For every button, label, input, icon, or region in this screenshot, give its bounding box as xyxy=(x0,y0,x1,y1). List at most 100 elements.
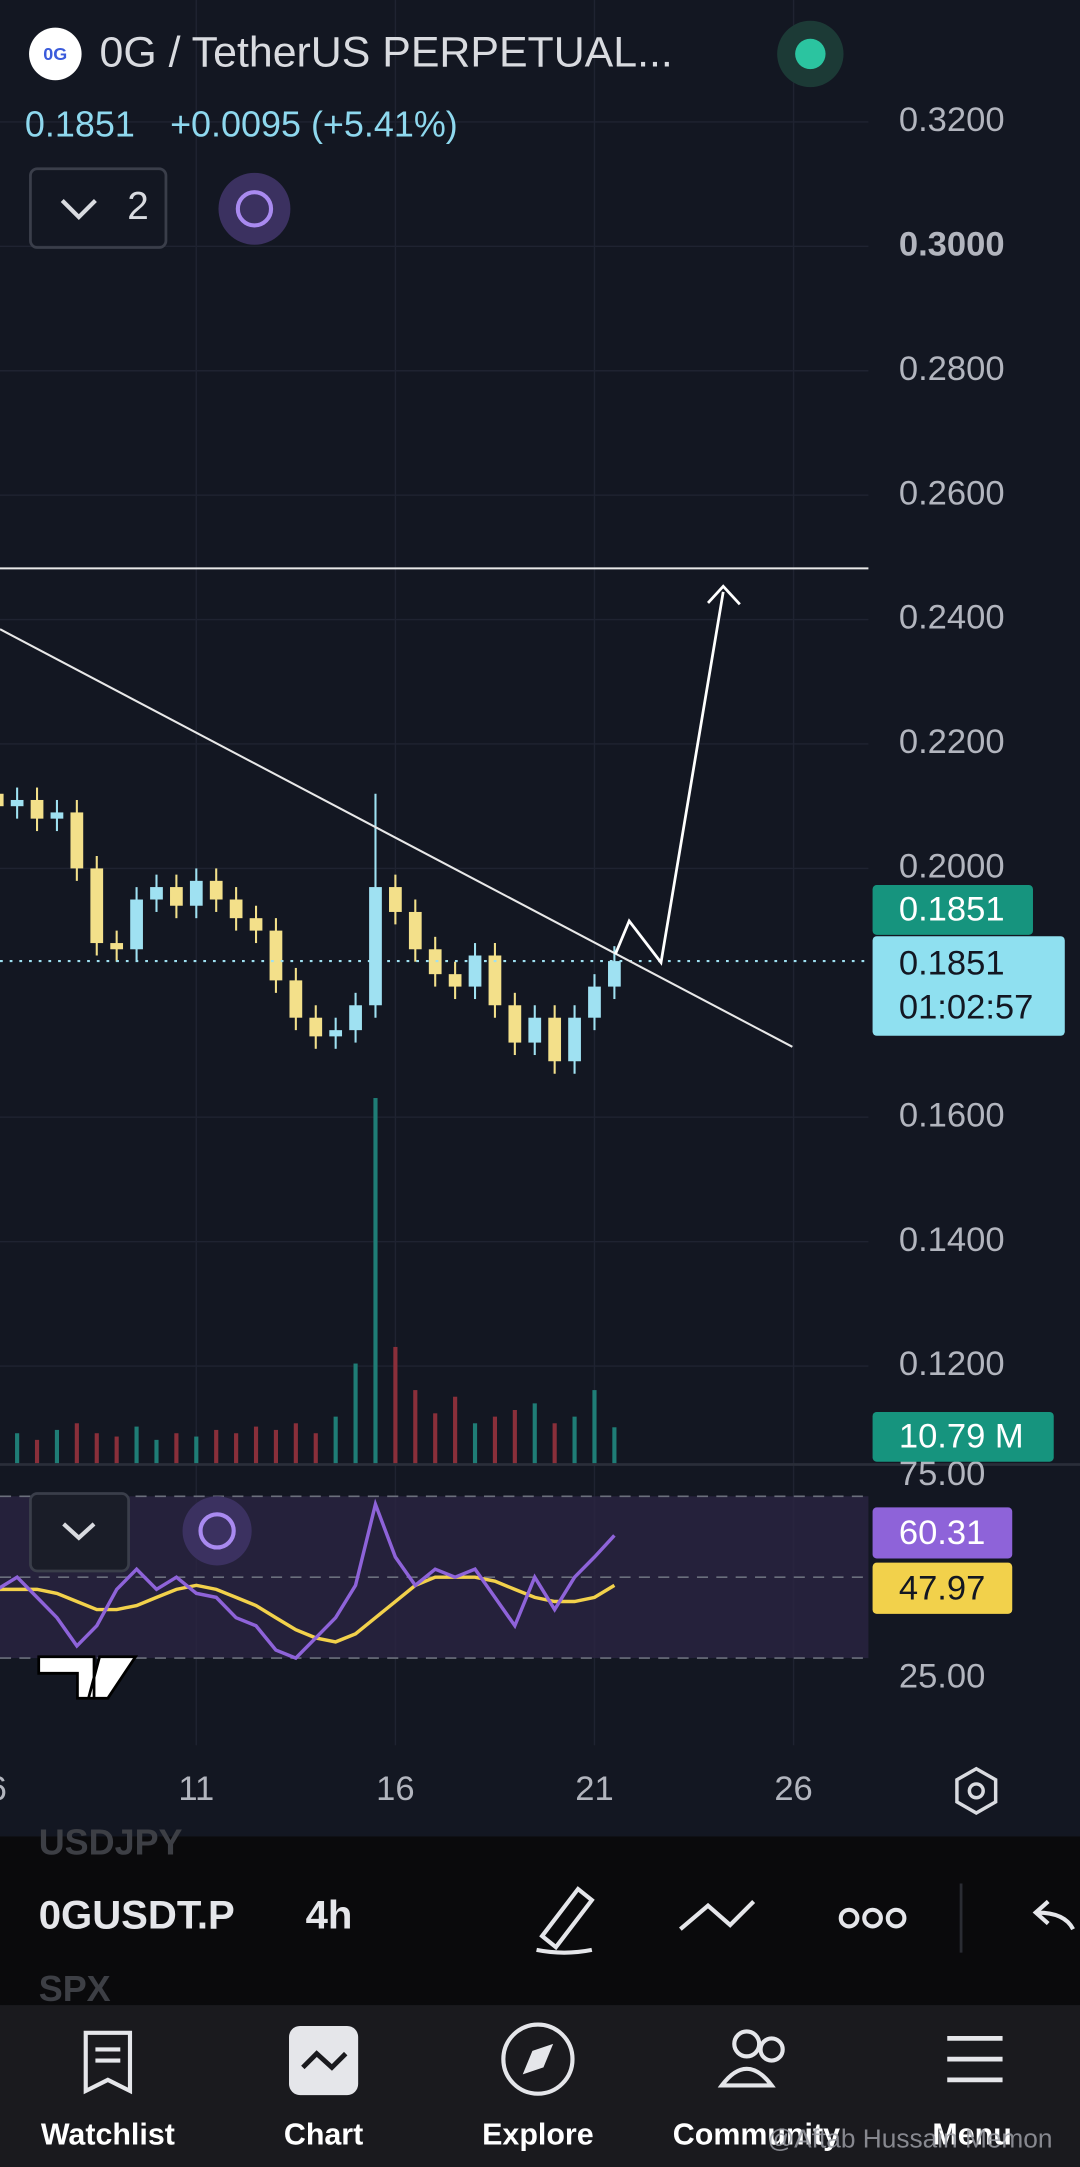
candle-body xyxy=(468,955,482,987)
volume-bar xyxy=(373,1098,378,1464)
volume-bar xyxy=(612,1427,617,1464)
nav-label[interactable]: Watchlist xyxy=(41,2118,175,2152)
y-tick-label: 0.1200 xyxy=(899,1345,1005,1383)
volume-bar xyxy=(492,1416,498,1464)
settings-icon xyxy=(967,1782,985,1800)
rsi-ma-label: 47.97 xyxy=(899,1569,985,1607)
y-tick-label: 0.1400 xyxy=(899,1221,1005,1259)
volume-bar xyxy=(94,1433,99,1464)
candle-body xyxy=(369,887,382,1006)
next-symbol[interactable]: SPX xyxy=(39,1968,111,2009)
volume-bar xyxy=(572,1416,577,1464)
volume-bar xyxy=(194,1436,199,1464)
candle-body xyxy=(50,812,64,819)
refresh-icon xyxy=(198,1512,236,1550)
nav-labels: Watchlist Chart Explore Community Menu xyxy=(41,2118,1012,2152)
mark-price-label: 0.1851 xyxy=(899,890,1005,928)
more-dot[interactable] xyxy=(885,1907,907,1929)
volume-bar xyxy=(333,1416,338,1464)
compass-needle xyxy=(522,2043,554,2075)
prev-symbol[interactable]: USDJPY xyxy=(39,1821,183,1862)
candle-body xyxy=(588,986,601,1018)
chevron-icon xyxy=(60,199,97,221)
rsi-line xyxy=(0,1498,616,1661)
watchlist-icon[interactable] xyxy=(83,2030,133,2095)
volume-bar xyxy=(512,1410,517,1464)
volume-bar xyxy=(532,1403,537,1464)
line-tool[interactable] xyxy=(679,1900,756,1931)
candle-body xyxy=(349,1005,362,1031)
volume-bar xyxy=(114,1436,119,1464)
candle-body xyxy=(130,899,143,950)
candle-body xyxy=(249,918,263,931)
candle-body xyxy=(70,812,84,869)
candle-body xyxy=(289,980,303,1018)
candle-body xyxy=(568,1017,581,1062)
rsi-refresh-button[interactable] xyxy=(182,1496,252,1566)
rsi-ma-box xyxy=(872,1562,1013,1614)
nav-label[interactable]: Menu xyxy=(932,2118,1011,2152)
community-icon-2 xyxy=(758,2036,785,2063)
candle-body xyxy=(150,887,163,900)
nav-label[interactable]: Explore xyxy=(482,2118,594,2152)
rsi-toggle[interactable] xyxy=(29,1492,130,1573)
symbol-title[interactable]: 0G / TetherUS PERPETUAL... xyxy=(100,29,673,77)
volume-bar xyxy=(134,1426,139,1464)
nav-label[interactable]: Community xyxy=(673,2118,840,2152)
refresh-icon xyxy=(235,190,274,228)
y-tick-label: 0.3000 xyxy=(899,225,1005,263)
refresh-button[interactable] xyxy=(218,172,291,245)
volume-box xyxy=(872,1411,1054,1462)
candle-body xyxy=(548,1017,562,1062)
volume-bar xyxy=(313,1433,318,1464)
volume-bar xyxy=(34,1439,40,1464)
candle-body xyxy=(488,955,502,1006)
mark-price-box xyxy=(872,885,1033,935)
last-price-box xyxy=(872,936,1065,1036)
volume-bar xyxy=(353,1363,358,1464)
interval[interactable]: 4h xyxy=(306,1894,353,1938)
settings-button[interactable] xyxy=(955,1766,998,1815)
community-icon-body xyxy=(717,2066,776,2088)
nav-label[interactable]: Chart xyxy=(284,2118,363,2152)
symbol[interactable]: 0GUSDT.P xyxy=(39,1894,235,1938)
arrow-head xyxy=(706,584,741,606)
chart-icon-line xyxy=(301,2050,348,2071)
candle-body xyxy=(229,899,243,919)
candle-body xyxy=(329,1030,343,1037)
more-dot[interactable] xyxy=(838,1907,860,1929)
candle-body xyxy=(528,1017,542,1043)
candle-body xyxy=(30,799,44,819)
draw-tool[interactable] xyxy=(536,1886,595,1955)
market-status-dot xyxy=(795,38,826,70)
candle-body xyxy=(189,880,203,906)
chart-layer: 0.3200 0.3000 0.2800 0.2600 0.2400 0.2200 0.20… xyxy=(0,0,1080,1808)
explore-icon[interactable] xyxy=(501,2022,575,2096)
community-icon[interactable] xyxy=(732,2029,762,2059)
volume-bar xyxy=(154,1439,159,1464)
volume-bar xyxy=(413,1390,418,1464)
tv-logo xyxy=(37,1655,139,1700)
candle-body xyxy=(608,961,621,987)
volume-bar xyxy=(74,1423,79,1464)
candle-body xyxy=(269,930,283,981)
indicators-toggle[interactable] xyxy=(29,167,168,249)
candle-body xyxy=(0,793,4,807)
volume-bar xyxy=(453,1396,458,1464)
y-tick-label: 0.2800 xyxy=(899,350,1005,388)
candle-body xyxy=(209,880,223,900)
candle-body xyxy=(448,974,462,987)
rsi-tick-label: 25.00 xyxy=(899,1657,985,1695)
volume-bar xyxy=(174,1433,179,1464)
volume-bar xyxy=(253,1426,259,1464)
toolbar xyxy=(0,1836,1080,2006)
x-tick-label: 6 xyxy=(0,1770,7,1808)
menu-icon[interactable] xyxy=(947,2035,1003,2083)
symbol-logo-text: 0G xyxy=(43,44,67,64)
x-tick-label: 11 xyxy=(178,1770,214,1808)
rsi-value-label: 60.31 xyxy=(899,1514,985,1552)
undo-button[interactable] xyxy=(1032,1899,1075,1931)
more-dot[interactable] xyxy=(862,1907,883,1929)
